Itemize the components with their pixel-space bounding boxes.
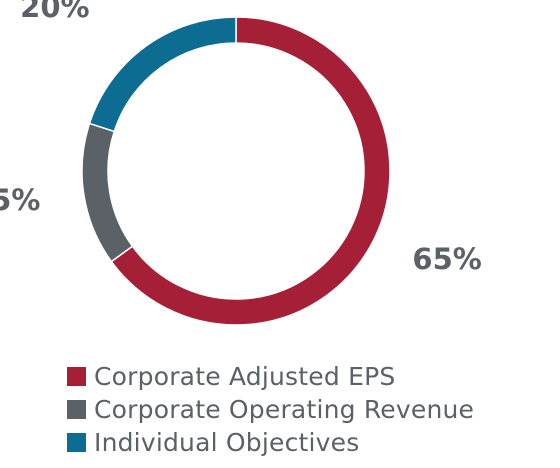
donut-slice-corporate-operating-revenue (81, 122, 134, 263)
legend: Corporate Adjusted EPS Corporate Operati… (67, 360, 474, 459)
legend-swatch (67, 433, 86, 452)
value-labels-layer: 65% 15% 20% (0, 0, 482, 276)
legend-item-individual-objectives: Individual Objectives (67, 426, 474, 459)
legend-item-corporate-adjusted-eps: Corporate Adjusted EPS (67, 360, 474, 393)
value-label: 65% (412, 242, 481, 276)
legend-label: Individual Objectives (94, 428, 360, 457)
slices-layer (81, 16, 391, 326)
donut-chart-svg: 65% 15% 20% (0, 0, 482, 326)
donut-slice-corporate-adjusted-eps (110, 16, 391, 326)
value-label: 20% (20, 0, 89, 24)
value-label: 15% (0, 183, 40, 217)
legend-swatch (67, 367, 86, 386)
legend-label: Corporate Operating Revenue (94, 395, 475, 424)
donut-slice-individual-objectives (88, 16, 237, 133)
legend-swatch (67, 400, 86, 419)
legend-label: Corporate Adjusted EPS (94, 362, 396, 391)
legend-item-corporate-operating-revenue: Corporate Operating Revenue (67, 393, 474, 426)
